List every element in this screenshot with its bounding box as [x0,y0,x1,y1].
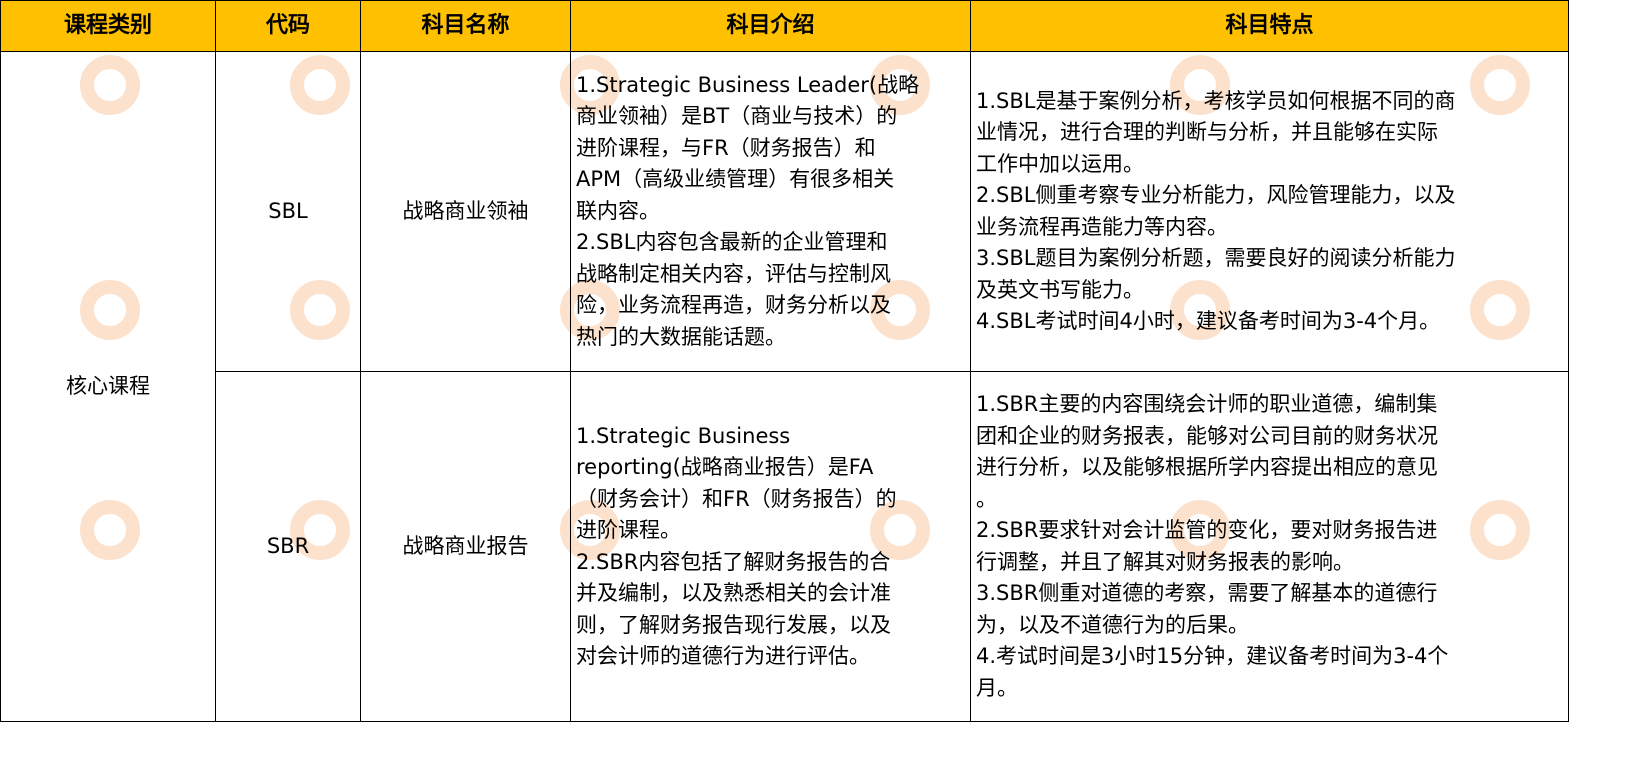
text-line: 商业领袖）是BT（商业与技术）的 [576,104,898,129]
features-cell: 1.SBL是基于案例分析，考核学员如何根据不同的商 业情况，进行合理的判断与分析，… [970,51,1569,372]
text-line: 2.SBL内容包含最新的企业管理和 [576,230,888,255]
category-cell: 核心课程 [0,51,216,722]
text-line: 及英文书写能力。 [976,277,1144,302]
text-line: 2.SBL侧重考察专业分析能力，风险管理能力，以及 [976,183,1456,207]
code-cell: SBR [215,371,361,722]
text-line: 进行分析，以及能够根据所学内容提出相应的意见 [976,455,1438,479]
text-line: 为，以及不道德行为的后果。 [976,612,1249,637]
text-line: 工作中加以运用。 [976,151,1144,176]
code-cell: SBL [215,51,361,372]
text-line: 战略制定相关内容，评估与控制风 [576,261,891,286]
text-line: 1.Strategic Business Leader(战略 [576,72,920,97]
text-line: 险，业务流程再造，财务分析以及 [576,293,891,318]
text-line: 。 [976,486,997,511]
text-line: 业情况，进行合理的判断与分析，并且能够在实际 [976,120,1438,144]
text-line: 进阶课程。 [576,518,681,542]
text-line: 月。 [976,675,1018,700]
text-line: 进阶课程，与FR（财务报告）和 [576,135,876,160]
text-line: 2.SBR内容包括了解财务报告的合 [576,549,891,574]
text-line: 3.SBL题目为案例分析题，需要良好的阅读分析能力 [976,246,1456,270]
text-line: 则，了解财务报告现行发展，以及 [576,612,891,637]
table-row: 核心课程 SBL 战略商业领袖 1.Strategic Business Lea… [0,51,1569,722]
text-line: 4.考试时间是3小时15分钟，建议备考时间为3-4个 [976,644,1449,668]
name-cell: 战略商业领袖 [360,51,571,372]
header-category: 课程类别 [0,0,216,52]
text-line: 1.Strategic Business [576,423,791,448]
header-row: 课程类别 代码 科目名称 科目介绍 科目特点 [0,0,1569,52]
header-name: 科目名称 [360,0,571,52]
header-code: 代码 [215,0,361,52]
header-features: 科目特点 [970,0,1569,52]
name-cell: 战略商业报告 [360,371,571,722]
text-line: 1.SBL是基于案例分析，考核学员如何根据不同的商 [976,88,1456,113]
features-cell: 1.SBR主要的内容围绕会计师的职业道德，编制集 团和企业的财务报表，能够对公司目… [970,371,1569,722]
text-line: 团和企业的财务报表，能够对公司目前的财务状况 [976,423,1438,448]
text-line: 1.SBR主要的内容围绕会计师的职业道德，编制集 [976,392,1438,416]
course-table: 课程类别 代码 科目名称 科目介绍 科目特点 核心课程 SBL 战略商业领袖 1… [0,0,1569,722]
text-line: 3.SBR侧重对道德的考察，需要了解基本的道德行 [976,581,1438,605]
text-line: 行调整，并且了解其对财务报表的影响。 [976,549,1354,574]
text-line: 对会计师的道德行为进行评估。 [576,644,870,668]
text-line: reporting(战略商业报告）是FA [576,455,874,479]
intro-cell: 1.Strategic Business Leader(战略 商业领袖）是BT（商… [570,51,971,372]
text-line: 并及编制，以及熟悉相关的会计准 [576,581,891,605]
table-row: SBR 战略商业报告 1.Strategic Business reporting… [1,371,1569,722]
text-line: 2.SBR要求针对会计监管的变化，要对财务报告进 [976,518,1438,542]
text-line: 联内容。 [576,198,660,223]
header-intro: 科目介绍 [570,0,971,52]
intro-cell: 1.Strategic Business reporting(战略商业报告）是FA… [570,371,971,722]
text-line: APM（高级业绩管理）有很多相关 [576,167,895,192]
text-line: （财务会计）和FR（财务报告）的 [576,486,897,511]
text-line: 热门的大数据能话题。 [576,324,786,349]
text-line: 业务流程再造能力等内容。 [976,214,1228,239]
text-line: 4.SBL考试时间4小时，建议备考时间为3-4个月。 [976,309,1441,333]
